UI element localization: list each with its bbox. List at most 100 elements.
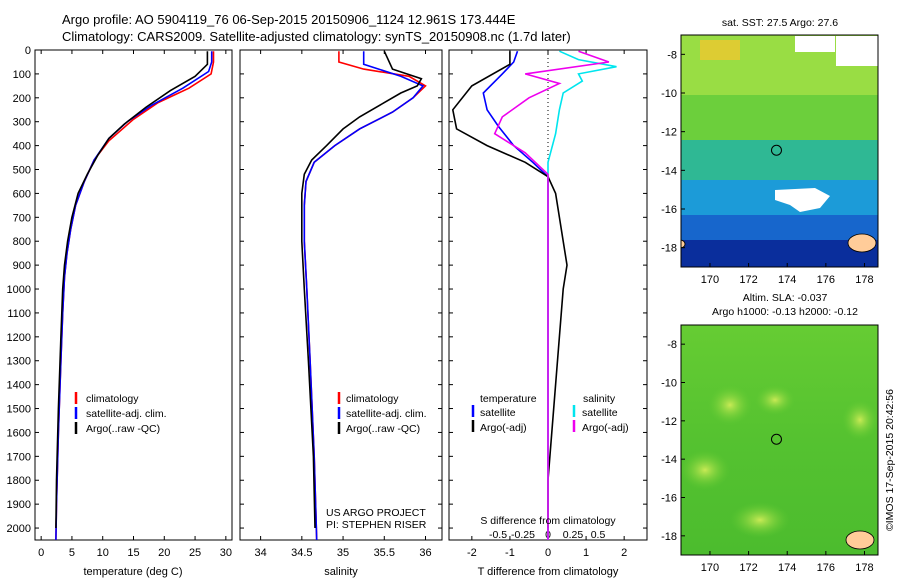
x-tick-label: -2 (467, 547, 477, 559)
t-diff-label: T difference from climatology (478, 566, 619, 578)
argo-location-marker (770, 144, 782, 156)
lon-tick-label: 176 (817, 562, 835, 574)
x-tick-label: 1 (583, 547, 589, 559)
x-tick-label: 30 (220, 547, 232, 559)
legend-s-satellite: satellite (582, 407, 618, 419)
legend-temperature-title: temperature (480, 393, 537, 405)
lon-tick-label: 176 (817, 274, 835, 286)
figure-subtitle: Climatology: CARS2009. Satellite-adjuste… (62, 29, 571, 44)
y-tick-label: 600 (13, 188, 31, 200)
y-tick-label: 1200 (7, 332, 31, 344)
s-tick-label: 0.25 (563, 529, 584, 541)
x-tick-label: 2 (621, 547, 627, 559)
lat-tick-label: -12 (661, 416, 677, 428)
difference-panel: -2 -1 0 1 2-0.5 -0.25 0 0.25 0.5 S difference fr… (448, 49, 648, 578)
sla-map: Altim. SLA: -0.037 Argo h1000: -0.13 h20… (661, 292, 879, 574)
temperature-x-axis: 0 5 10 15 20 25 30 (38, 50, 232, 559)
lat-tick-label: -16 (661, 493, 677, 505)
x-tick-label: 20 (158, 547, 170, 559)
x-tick-label: 0 (545, 547, 551, 559)
sla-lat-axis: -8 -10 -12 -14 -16 -18 (661, 339, 685, 543)
depth-axis: 0 100 200 300 400 500 600 700 800 900 1000 1100 1200… (7, 45, 39, 535)
lon-tick-label: 172 (739, 562, 757, 574)
series-line (55, 51, 213, 541)
y-tick-label: 1300 (7, 356, 31, 368)
pi-credit: PI: STEPHEN RISER (326, 519, 427, 531)
lon-tick-label: 170 (701, 562, 719, 574)
x-tick-label: 15 (127, 547, 139, 559)
figure-title: Argo profile: AO 5904119_76 06-Sep-2015 … (62, 12, 516, 27)
y-tick-label: 500 (13, 165, 31, 177)
y-tick-label: 400 (13, 141, 31, 153)
s-tick-label: -0.25 (511, 529, 535, 541)
series-line (303, 51, 425, 541)
lon-tick-label: 170 (701, 274, 719, 286)
lon-tick-label: 172 (739, 274, 757, 286)
legend-argo: Argo(..raw -QC) (86, 423, 160, 435)
x-tick-label: -1 (505, 547, 515, 559)
salinity-axes (239, 49, 443, 541)
legend-t-satellite: satellite (480, 407, 516, 419)
legend-argo-2: Argo(..raw -QC) (346, 423, 420, 435)
y-tick-label: 1100 (7, 308, 31, 320)
legend-satellite: satellite-adj. clim. (86, 408, 167, 420)
series-line (547, 50, 617, 540)
x-tick-label: 35.5 (374, 547, 395, 559)
argo-location-marker-sla (770, 433, 782, 445)
salinity-panel: 34 34.5 35 35.5 36 salinity climatology sate… (239, 49, 443, 578)
salinity-x-axis: 34 34.5 35 35.5 36 (240, 49, 442, 559)
temperature-legend: climatology satellite-adj. clim. Argo(..… (74, 392, 167, 435)
series-line (55, 51, 215, 541)
y-tick-label: 1900 (7, 499, 31, 511)
sla-map-title: Altim. SLA: -0.037 (743, 292, 828, 304)
temperature-series (55, 51, 215, 541)
lon-tick-label: 174 (778, 274, 796, 286)
salinity-legend: climatology satellite-adj. clim. Argo(..… (337, 392, 427, 435)
legend-s-argo: Argo(-adj) (582, 422, 629, 434)
salinity-xlabel: salinity (324, 566, 358, 578)
y-tick-label: 700 (13, 212, 31, 224)
s-tick-label: -0.5 (489, 529, 507, 541)
series-line (55, 51, 209, 529)
y-tick-label: 800 (13, 236, 31, 248)
x-tick-label: 25 (189, 547, 201, 559)
s-tick-label: 0.5 (591, 529, 606, 541)
series-line (493, 50, 610, 540)
lat-tick-label: -14 (661, 165, 677, 177)
lat-tick-label: -18 (661, 243, 677, 255)
s-diff-label: S difference from climatology (480, 515, 616, 527)
lat-tick-label: -18 (661, 531, 677, 543)
y-tick-label: 1400 (7, 380, 31, 392)
lon-tick-label: 178 (855, 562, 873, 574)
lat-tick-label: -10 (661, 378, 677, 390)
y-tick-label: 200 (13, 93, 31, 105)
x-tick-label: 10 (97, 547, 109, 559)
project-credit: US ARGO PROJECT (326, 507, 426, 519)
lat-tick-label: -10 (661, 88, 677, 100)
lat-tick-label: -8 (667, 49, 677, 61)
y-tick-label: 1000 (7, 284, 31, 296)
y-tick-label: 1500 (7, 404, 31, 416)
series-line (482, 50, 549, 540)
x-tick-label: 36 (419, 547, 431, 559)
series-line (451, 51, 568, 528)
y-tick-label: 0 (25, 45, 31, 57)
lon-tick-label: 174 (778, 562, 796, 574)
lat-tick-label: -8 (667, 339, 677, 351)
legend-satellite-2: satellite-adj. clim. (346, 408, 427, 420)
x-tick-label: 34 (254, 547, 266, 559)
y-tick-label: 900 (13, 260, 31, 272)
temperature-axes (34, 49, 233, 541)
lon-tick-label: 178 (855, 274, 873, 286)
y-tick-label: 1700 (7, 451, 31, 463)
lat-tick-label: -16 (661, 204, 677, 216)
legend-t-argo: Argo(-adj) (480, 422, 527, 434)
sst-map-frame (680, 34, 879, 268)
difference-x-axis: -2 -1 0 1 2-0.5 -0.25 0 0.25 0.5 (449, 49, 647, 559)
temperature-xlabel: temperature (deg C) (83, 566, 182, 578)
sst-map-title: sat. SST: 27.5 Argo: 27.6 (722, 17, 838, 29)
y-tick-label: 300 (13, 117, 31, 129)
series-line (303, 51, 427, 541)
y-tick-label: 1800 (7, 475, 31, 487)
legend-climatology-2: climatology (346, 393, 399, 405)
